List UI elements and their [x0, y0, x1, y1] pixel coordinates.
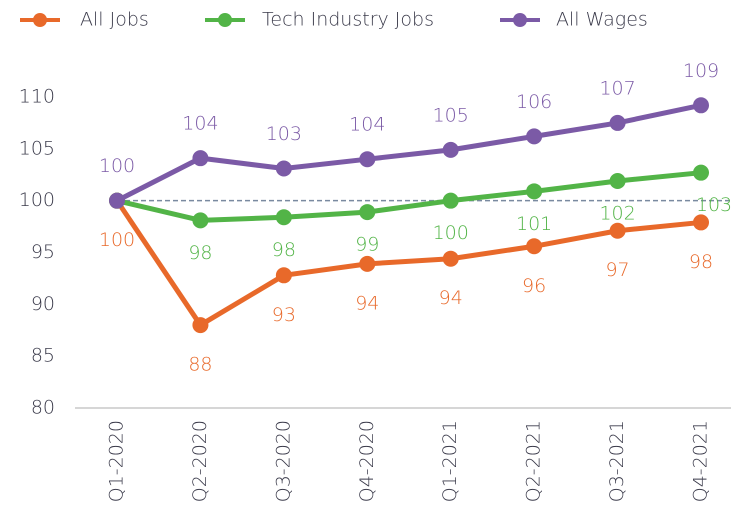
point: [526, 128, 543, 145]
x-tick-label: Q4-2020: [356, 420, 378, 502]
series-line: [116, 170, 702, 223]
data-label: 98: [188, 242, 212, 264]
data-label: 102: [599, 202, 635, 224]
data-label: 100: [99, 155, 135, 177]
point: [526, 238, 543, 255]
point: [609, 172, 626, 189]
point: [192, 212, 209, 229]
series-line: [115, 102, 702, 203]
data-label: 104: [182, 113, 218, 135]
data-label: 93: [272, 304, 296, 326]
point: [359, 255, 376, 272]
x-tick-label: Q3-2020: [272, 420, 294, 502]
point: [359, 204, 376, 221]
data-label: 104: [349, 114, 385, 136]
legend-label: All Jobs: [80, 9, 149, 31]
point: [109, 192, 125, 209]
point: [442, 192, 459, 209]
x-tick-label: Q2-2021: [523, 420, 545, 502]
point: [359, 151, 376, 168]
data-label: 105: [433, 104, 469, 126]
legend-label: All Wages: [556, 9, 648, 31]
legend-label: Tech Industry Jobs: [262, 9, 434, 31]
point: [275, 160, 292, 177]
x-tick-label: Q1-2021: [439, 420, 461, 502]
series-line: [114, 199, 702, 328]
point: [693, 164, 709, 181]
x-tick-label: Q4-2021: [690, 420, 712, 502]
data-label: 94: [355, 292, 379, 314]
point: [442, 250, 459, 267]
data-label: 100: [433, 222, 469, 244]
point: [192, 317, 209, 334]
point: [192, 150, 209, 167]
data-label: 96: [522, 275, 546, 297]
y-tick-label: 105: [19, 137, 55, 159]
y-tick-label: 90: [31, 293, 55, 315]
data-label: 103: [266, 123, 302, 145]
data-label: 88: [188, 354, 212, 376]
data-label: 98: [689, 251, 713, 273]
point: [275, 209, 292, 226]
data-label: 97: [605, 259, 629, 281]
point: [275, 267, 292, 284]
data-label: 103: [696, 194, 731, 216]
y-tick-label: 95: [31, 241, 55, 263]
data-label: 101: [516, 213, 552, 235]
legend-marker: [33, 13, 47, 27]
data-label: 100: [99, 229, 135, 251]
point: [442, 141, 459, 158]
x-tick-label: Q2-2020: [189, 420, 211, 502]
data-label: 98: [272, 239, 296, 261]
data-label: 107: [599, 77, 635, 99]
point: [526, 183, 543, 200]
point: [609, 114, 626, 131]
point: [693, 97, 709, 114]
data-label: 99: [355, 234, 379, 256]
y-tick-label: 110: [19, 86, 55, 108]
data-label: 106: [516, 91, 552, 113]
point: [609, 222, 626, 239]
data-label: 109: [683, 60, 719, 82]
y-tick-label: 100: [19, 189, 55, 211]
x-tick-label: Q1-2020: [106, 420, 128, 502]
legend-marker: [513, 13, 527, 27]
legend-marker: [218, 13, 232, 27]
point: [693, 214, 709, 231]
y-tick-label: 85: [31, 345, 55, 367]
data-label: 94: [439, 287, 463, 309]
x-tick-label: Q3-2021: [606, 420, 628, 502]
y-tick-label: 80: [31, 397, 55, 419]
